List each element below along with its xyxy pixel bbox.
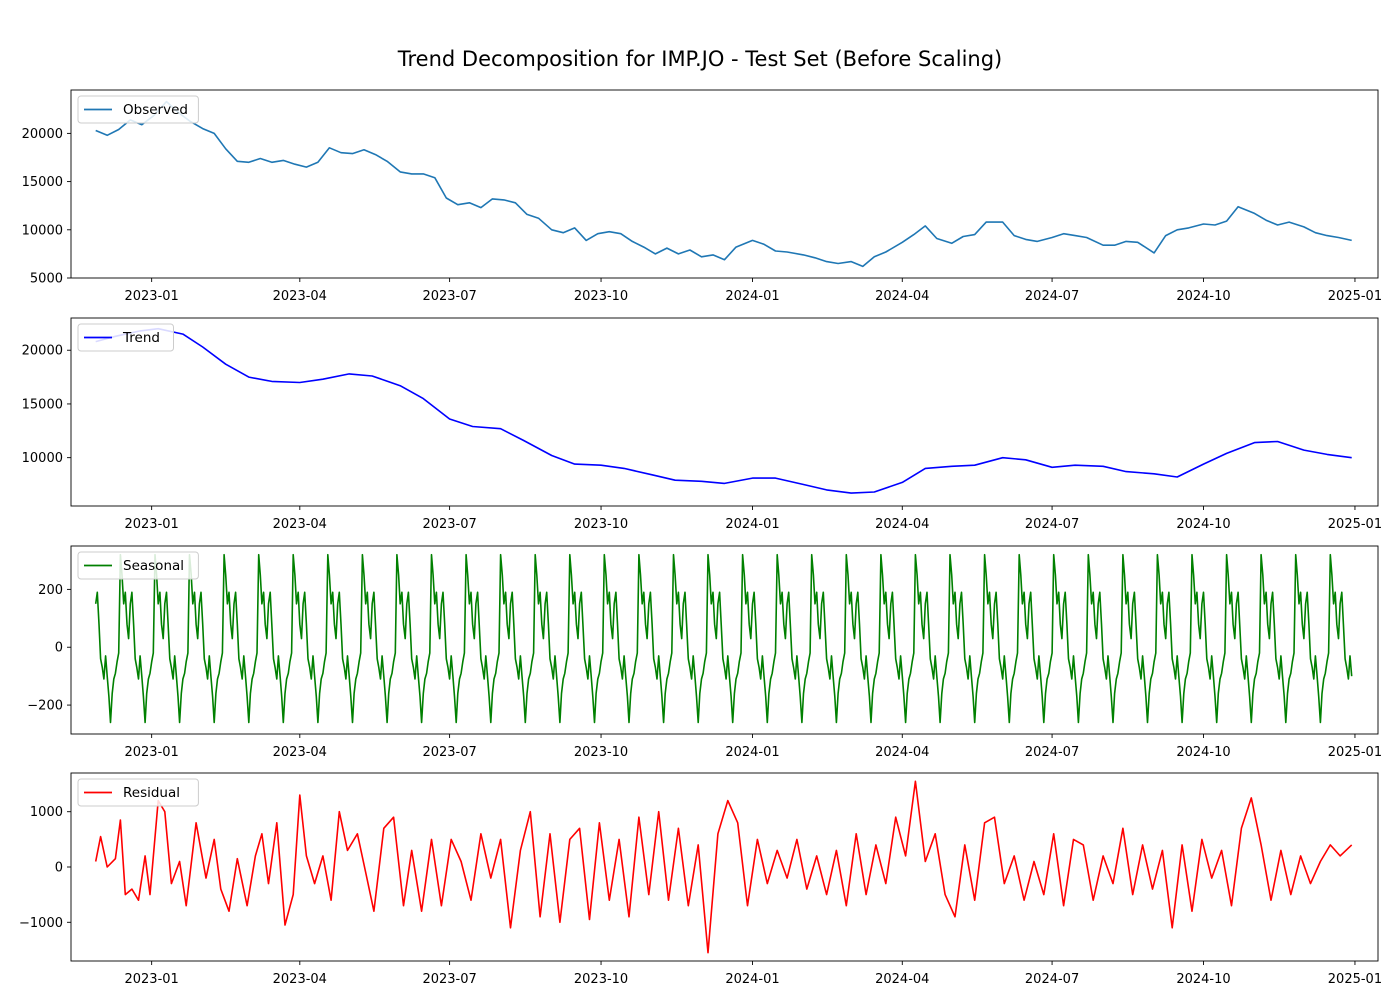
residual-xtick-label: 2023-07 (422, 972, 476, 987)
seasonal-ytick-label: 200 (38, 583, 63, 598)
residual-legend-box (77, 778, 199, 807)
observed-xtick-label: 2023-10 (574, 289, 628, 304)
observed-xtick-label: 2024-04 (875, 289, 929, 304)
trend-xtick-label: 2024-10 (1176, 517, 1230, 532)
residual-xtick-label: 2023-10 (574, 972, 628, 987)
seasonal-legend-label: Seasonal (123, 558, 184, 574)
residual-series-line (94, 780, 1353, 954)
observed-xtick-label: 2024-01 (725, 289, 779, 304)
observed-axes-frame (70, 89, 1379, 279)
observed-ytick-label: 15000 (22, 175, 63, 190)
observed-legend-label: Observed (123, 102, 188, 118)
seasonal-xtick-label: 2024-10 (1176, 745, 1230, 760)
trend-ytick-label: 10000 (22, 451, 63, 466)
trend-xtick-label: 2023-07 (422, 517, 476, 532)
seasonal-xtick-label: 2023-07 (422, 745, 476, 760)
observed-xtick-label: 2025-01 (1328, 289, 1382, 304)
seasonal-xtick-label: 2024-04 (875, 745, 929, 760)
residual-xtick-label: 2024-04 (875, 972, 929, 987)
observed-legend-box (77, 95, 199, 124)
residual-ytick-label: 1000 (30, 805, 63, 820)
seasonal-xtick-label: 2023-01 (124, 745, 178, 760)
observed-xtick-label: 2023-01 (124, 289, 178, 304)
residual-ytick-label: −1000 (19, 916, 63, 931)
residual-panel: −1000 0 1000 2023-01 2023-04 2023-07 2023-10 20… (19, 772, 1382, 987)
observed-xtick-label: 2023-04 (273, 289, 327, 304)
trend-legend-box (77, 323, 174, 352)
observed-ytick-label: 5000 (30, 272, 63, 287)
seasonal-xtick-label: 2024-01 (725, 745, 779, 760)
residual-xtick-label: 2024-07 (1025, 972, 1079, 987)
observed-ytick-label: 10000 (22, 223, 63, 238)
observed-panel: 5000 10000 15000 20000 2023-01 2023-04 2023-07… (22, 89, 1382, 304)
observed-xtick-label: 2024-07 (1025, 289, 1079, 304)
residual-legend-label: Residual (123, 785, 180, 801)
residual-xtick-label: 2023-01 (124, 972, 178, 987)
trend-xtick-label: 2023-04 (273, 517, 327, 532)
seasonal-ytick-label: 0 (55, 641, 63, 656)
seasonal-xtick-label: 2023-04 (273, 745, 327, 760)
seasonal-xtick-label: 2023-10 (574, 745, 628, 760)
trend-series-line (95, 327, 1352, 494)
seasonal-legend-box (77, 551, 199, 580)
trend-xtick-label: 2025-01 (1328, 517, 1382, 532)
trend-xtick-label: 2024-01 (725, 517, 779, 532)
trend-legend-label: Trend (122, 330, 160, 346)
figure-title: Trend Decomposition for IMP.JO - Test Se… (397, 47, 1003, 71)
trend-ytick-label: 15000 (22, 397, 63, 412)
trend-ytick-label: 20000 (22, 344, 63, 359)
trend-xtick-label: 2024-07 (1025, 517, 1079, 532)
residual-xtick-label: 2025-01 (1328, 972, 1382, 987)
trend-axes-frame (70, 317, 1379, 507)
observed-ytick-label: 20000 (22, 127, 63, 142)
trend-xtick-label: 2023-01 (124, 517, 178, 532)
seasonal-panel: −200 0 200 2023-01 2023-04 2023-07 2023-10 2024… (27, 545, 1382, 760)
seasonal-ytick-label: −200 (27, 699, 63, 714)
residual-xtick-label: 2024-10 (1176, 972, 1230, 987)
seasonal-series-line (94, 553, 1353, 724)
observed-xtick-label: 2023-07 (422, 289, 476, 304)
trend-xtick-label: 2023-10 (574, 517, 628, 532)
observed-series-line (95, 100, 1352, 268)
residual-xtick-label: 2023-04 (273, 972, 327, 987)
seasonal-xtick-label: 2024-07 (1025, 745, 1079, 760)
seasonal-xtick-label: 2025-01 (1328, 745, 1382, 760)
residual-ytick-label: 0 (55, 861, 63, 876)
trend-panel: 10000 15000 20000 2023-01 2023-04 2023-07 2023… (22, 317, 1382, 532)
seasonal-axes-frame (70, 545, 1379, 735)
residual-xtick-label: 2024-01 (725, 972, 779, 987)
observed-xtick-label: 2024-10 (1176, 289, 1230, 304)
trend-xtick-label: 2024-04 (875, 517, 929, 532)
